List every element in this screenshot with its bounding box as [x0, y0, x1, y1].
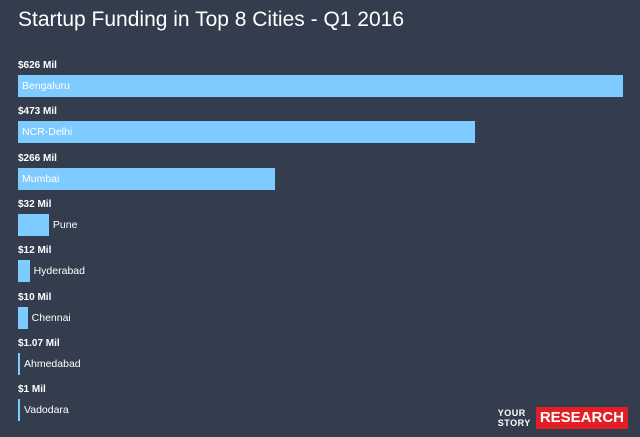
value-label: $266 Mil — [18, 152, 57, 164]
category-label: Chennai — [31, 311, 71, 324]
bar — [18, 167, 276, 190]
value-label: $1 Mil — [18, 384, 46, 396]
bar — [18, 121, 476, 144]
value-label: $626 Mil — [18, 60, 57, 71]
logo-top-text: YOUR — [497, 408, 526, 418]
value-label: $12 Mil — [18, 245, 52, 257]
logo-wordmark: YOUR STORY — [498, 408, 531, 428]
category-label: Ahmedabad — [24, 357, 81, 370]
bar — [18, 352, 20, 375]
value-label: $1.07 Mil — [18, 337, 60, 349]
logo-badge: RESEARCH — [535, 407, 628, 429]
value-label: $473 Mil — [18, 106, 57, 118]
bar — [18, 260, 30, 283]
category-label: Hyderabad — [33, 265, 85, 278]
value-label: $32 Mil — [18, 198, 52, 210]
bar — [18, 213, 49, 236]
logo-bottom-text: STORY — [497, 418, 531, 428]
category-label: Bengaluru — [22, 80, 70, 92]
chart-title: Startup Funding in Top 8 Cities - Q1 201… — [18, 8, 405, 31]
category-label: Pune — [52, 218, 78, 231]
bar — [18, 399, 20, 422]
bar — [18, 306, 28, 329]
category-label: Vadodara — [24, 404, 69, 417]
value-label: $10 Mil — [18, 291, 52, 303]
yourstory-research-logo: YOUR STORY RESEARCH — [498, 407, 628, 429]
category-label: Mumbai — [22, 172, 60, 185]
category-label: NCR-Delhi — [22, 126, 73, 139]
bar — [18, 75, 623, 97]
